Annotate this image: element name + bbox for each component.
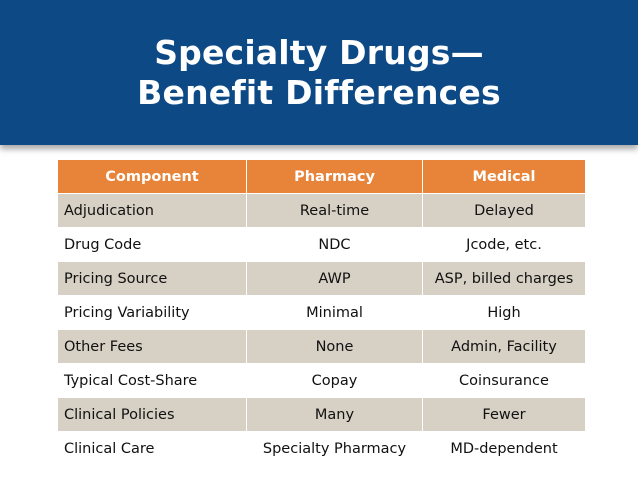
medical-cell: Jcode, etc. <box>422 227 586 262</box>
row-label: Clinical Care <box>57 431 247 466</box>
row-label: Typical Cost-Share <box>57 363 247 398</box>
row-label: Other Fees <box>57 329 247 364</box>
row-label: Pricing Source <box>57 261 247 296</box>
table-row: Pricing Source AWP ASP, billed charges <box>57 261 586 296</box>
medical-cell: MD-dependent <box>422 431 586 466</box>
pharmacy-cell: Many <box>246 397 423 432</box>
table-row: Clinical Policies Many Fewer <box>57 397 586 432</box>
pharmacy-cell: Minimal <box>246 295 423 330</box>
table-row: Pricing Variability Minimal High <box>57 295 586 330</box>
pharmacy-cell: AWP <box>246 261 423 296</box>
medical-cell: ASP, billed charges <box>422 261 586 296</box>
title-banner: Specialty Drugs— Benefit Differences <box>0 0 638 145</box>
table-row: Drug Code NDC Jcode, etc. <box>57 227 586 262</box>
table-header-row: Component Pharmacy Medical <box>57 159 586 194</box>
row-label: Drug Code <box>57 227 247 262</box>
medical-cell: High <box>422 295 586 330</box>
pharmacy-cell: Specialty Pharmacy <box>246 431 423 466</box>
row-label: Pricing Variability <box>57 295 247 330</box>
medical-cell: Admin, Facility <box>422 329 586 364</box>
comparison-table: Component Pharmacy Medical Adjudication … <box>57 159 586 466</box>
table-row: Typical Cost-Share Copay Coinsurance <box>57 363 586 398</box>
table-row: Clinical Care Specialty Pharmacy MD-depe… <box>57 431 586 466</box>
slide-title-line-2: Benefit Differences <box>137 72 501 112</box>
row-label: Adjudication <box>57 193 247 228</box>
slide-title-line-1: Specialty Drugs— <box>154 32 484 72</box>
medical-cell: Fewer <box>422 397 586 432</box>
pharmacy-cell: None <box>246 329 423 364</box>
table-row: Other Fees None Admin, Facility <box>57 329 586 364</box>
pharmacy-cell: NDC <box>246 227 423 262</box>
column-header-pharmacy: Pharmacy <box>246 159 423 194</box>
column-header-component: Component <box>57 159 247 194</box>
pharmacy-cell: Copay <box>246 363 423 398</box>
row-label: Clinical Policies <box>57 397 247 432</box>
table-row: Adjudication Real-time Delayed <box>57 193 586 228</box>
pharmacy-cell: Real-time <box>246 193 423 228</box>
column-header-medical: Medical <box>422 159 586 194</box>
medical-cell: Coinsurance <box>422 363 586 398</box>
medical-cell: Delayed <box>422 193 586 228</box>
